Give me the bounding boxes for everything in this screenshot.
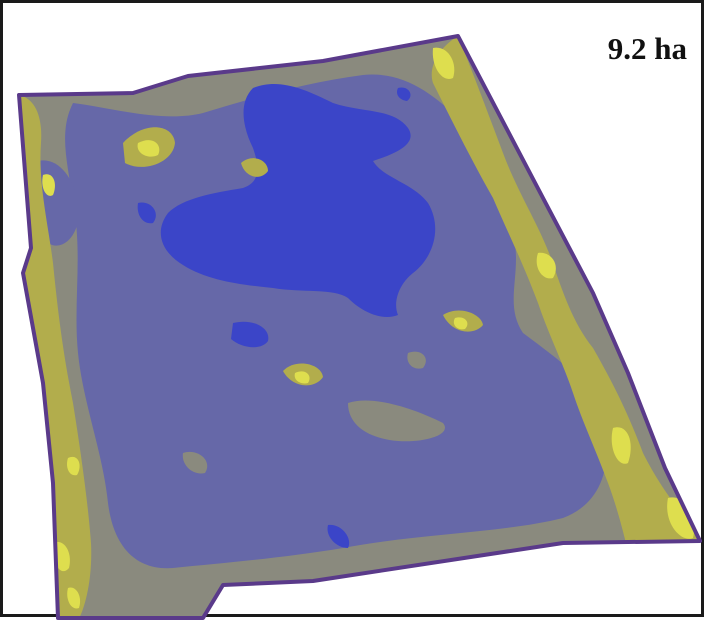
zone-olive-left-band: [19, 95, 92, 618]
zone-gray-patch-1: [348, 400, 445, 442]
zone-gray-patch-2: [407, 351, 426, 369]
zone-blue-pocket-3: [327, 524, 350, 548]
field-contour-map: [17, 34, 702, 620]
field-zones: [19, 36, 700, 618]
zone-yellow-right-2: [536, 252, 556, 279]
zone-olive-right-band: [431, 36, 700, 618]
zone-yellow-spot-3: [453, 317, 468, 330]
zone-yellow-spot-4: [294, 371, 310, 384]
zone-yellow-left-2: [67, 456, 80, 476]
zone-blue-pocket-4: [397, 87, 411, 101]
zone-yellow-left-4: [67, 587, 81, 609]
zone-blue-core: [160, 83, 436, 318]
zone-yellow-left-1: [42, 174, 55, 196]
zone-yellow-right-3: [611, 427, 631, 464]
zone-yellow-right-1: [432, 47, 455, 79]
zone-blue-pocket-2: [137, 202, 156, 224]
zone-yellow-spot-1: [137, 140, 160, 157]
zone-blue-pocket-1: [231, 321, 269, 348]
area-label: 9.2 ha: [607, 31, 687, 66]
field-boundary: [17, 34, 702, 620]
zone-olive-spot-2: [241, 158, 268, 177]
zone-gray-patch-3: [182, 451, 208, 474]
